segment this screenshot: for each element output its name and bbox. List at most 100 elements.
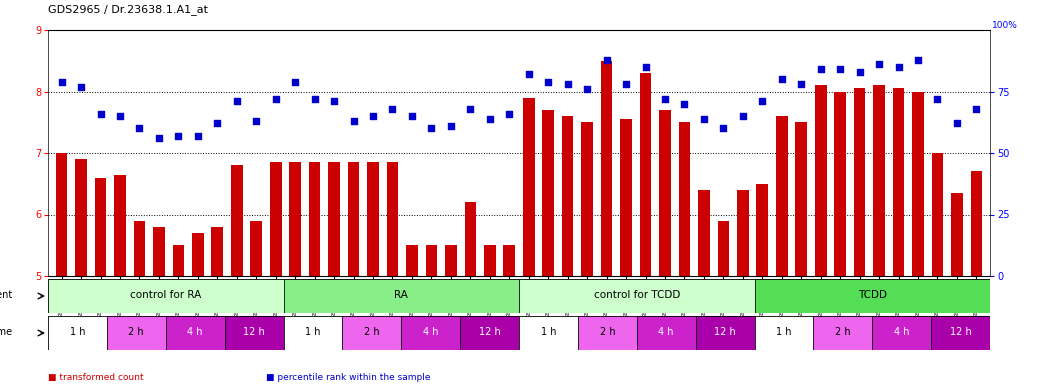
Bar <box>519 279 755 313</box>
Bar <box>230 165 243 276</box>
Bar <box>94 178 106 276</box>
Bar <box>737 190 748 276</box>
Bar <box>212 227 223 276</box>
Point <box>326 98 343 104</box>
Bar <box>755 279 990 313</box>
Point <box>520 71 537 77</box>
Point <box>540 79 556 85</box>
Bar <box>695 316 755 350</box>
Point <box>151 135 167 141</box>
Bar <box>659 110 671 276</box>
Bar <box>639 73 652 276</box>
Point <box>813 66 829 73</box>
Bar <box>464 202 476 276</box>
Bar <box>75 159 87 276</box>
Bar <box>48 316 107 350</box>
Bar <box>578 316 636 350</box>
Bar <box>932 153 944 276</box>
Bar <box>367 162 379 276</box>
Bar <box>912 91 924 276</box>
Text: 12 h: 12 h <box>479 327 500 337</box>
Bar <box>503 245 515 276</box>
Bar <box>679 122 690 276</box>
Point <box>286 79 303 85</box>
Point <box>559 81 576 87</box>
Bar <box>48 279 283 313</box>
Bar <box>543 110 554 276</box>
Bar <box>621 119 632 276</box>
Bar <box>755 316 814 350</box>
Point <box>53 79 70 85</box>
Point <box>891 64 907 70</box>
Bar <box>519 316 578 350</box>
Point <box>968 106 985 112</box>
Point <box>404 113 420 119</box>
Bar <box>699 190 710 276</box>
Point <box>228 98 245 104</box>
Bar <box>484 245 495 276</box>
Bar <box>581 122 593 276</box>
Point <box>695 116 712 122</box>
Text: ■ percentile rank within the sample: ■ percentile rank within the sample <box>266 373 431 382</box>
Bar <box>166 316 224 350</box>
Point <box>170 133 187 139</box>
Point <box>909 56 926 63</box>
Bar <box>343 316 402 350</box>
Point <box>657 96 674 102</box>
Point <box>364 113 381 119</box>
Point <box>579 86 596 92</box>
Point <box>618 81 634 87</box>
Bar <box>328 162 339 276</box>
Bar <box>406 245 417 276</box>
Point <box>248 118 265 124</box>
Point <box>346 118 362 124</box>
Point <box>442 123 459 129</box>
Point <box>929 96 946 102</box>
Bar <box>854 88 866 276</box>
Bar <box>601 61 612 276</box>
Text: 1 h: 1 h <box>776 327 792 337</box>
Point <box>482 116 498 122</box>
Text: 1 h: 1 h <box>541 327 556 337</box>
Bar <box>153 227 165 276</box>
Text: agent: agent <box>0 290 12 300</box>
Point <box>131 125 147 131</box>
Text: 1 h: 1 h <box>305 327 321 337</box>
Text: 2 h: 2 h <box>835 327 850 337</box>
Point <box>754 98 770 104</box>
Text: 12 h: 12 h <box>243 327 265 337</box>
Text: 4 h: 4 h <box>658 327 674 337</box>
Bar <box>523 98 535 276</box>
Bar <box>134 221 145 276</box>
Bar <box>250 221 262 276</box>
Point <box>424 125 440 131</box>
Bar <box>283 316 343 350</box>
Point <box>598 56 614 63</box>
Point <box>793 81 810 87</box>
Point <box>384 106 401 112</box>
Bar <box>776 116 788 276</box>
Bar <box>815 85 826 276</box>
Bar <box>872 316 931 350</box>
Point <box>831 66 848 73</box>
Text: GDS2965 / Dr.23638.1.A1_at: GDS2965 / Dr.23638.1.A1_at <box>48 4 208 15</box>
Text: time: time <box>0 327 12 337</box>
Text: 4 h: 4 h <box>894 327 909 337</box>
Point <box>73 83 89 89</box>
Bar <box>445 245 457 276</box>
Text: 2 h: 2 h <box>600 327 616 337</box>
Bar <box>172 245 184 276</box>
Text: 4 h: 4 h <box>422 327 438 337</box>
Bar <box>931 316 990 350</box>
Point <box>306 96 323 102</box>
Bar <box>348 162 359 276</box>
Text: ■ transformed count: ■ transformed count <box>48 373 143 382</box>
Bar <box>224 316 283 350</box>
Text: 100%: 100% <box>992 20 1017 30</box>
Text: control for RA: control for RA <box>130 290 201 300</box>
Bar <box>717 221 730 276</box>
Bar <box>270 162 281 276</box>
Text: RA: RA <box>394 290 408 300</box>
Text: 1 h: 1 h <box>70 327 85 337</box>
Bar <box>283 279 519 313</box>
